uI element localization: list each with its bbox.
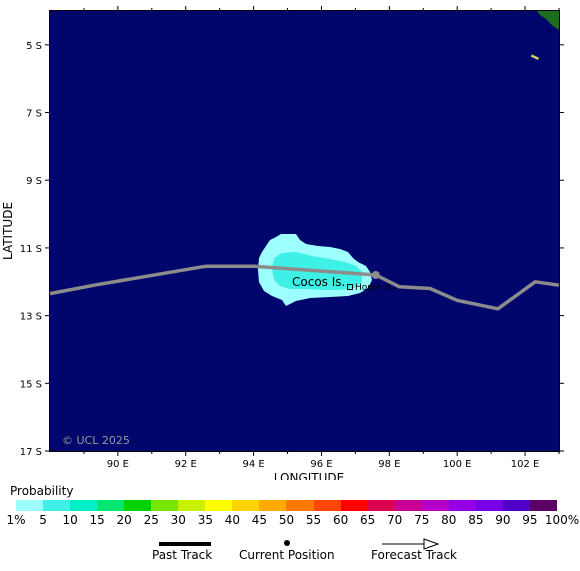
legend-scale-label: 65 (360, 513, 376, 527)
latitude-tick-label: 17 S (20, 447, 42, 458)
legend-color-cell (340, 500, 368, 511)
legend-color-cell (232, 500, 260, 511)
longitude-tick-label: 102 E (511, 459, 540, 470)
legend-scale-label: 80 (441, 513, 457, 527)
legend-scale-label: 50 (278, 513, 295, 527)
longitude-tick-label: 94 E (242, 459, 264, 470)
land-area (537, 11, 559, 30)
legend-scale-label: 35 (197, 513, 213, 527)
latitude-tick-label: 13 S (20, 312, 42, 323)
legend-scale-label: 60 (332, 513, 349, 527)
current-position-label: Current Position (239, 548, 335, 562)
current-position-marker (371, 271, 380, 279)
past-track-label: Past Track (152, 548, 213, 562)
legend-color-cell (97, 500, 125, 511)
latitude-axis-title: LATITUDE (1, 202, 15, 260)
legend-scale-label: 95 (522, 513, 538, 527)
latitude-tick-label: 9 S (26, 176, 42, 187)
legend-color-cell (421, 500, 449, 511)
legend-color-cell (259, 500, 287, 511)
legend-title: Probability (10, 484, 74, 498)
cocos-islands-label: Cocos Is. (292, 275, 345, 289)
legend-scale-label: 20 (116, 513, 132, 527)
legend-scale-label: 55 (305, 513, 322, 527)
legend-scale-label: 5 (39, 513, 47, 527)
legend-scale-label: 25 (143, 513, 159, 527)
legend-color-cell (16, 500, 44, 511)
legend-color-cell (70, 500, 98, 511)
legend-scale-label: 90 (495, 513, 511, 527)
longitude-tick-label: 98 E (378, 459, 400, 470)
legend-color-cell (367, 500, 395, 511)
longitude-tick-label: 92 E (175, 459, 197, 470)
legend-scale-label: 40 (224, 513, 241, 527)
longitude-tick-label: 90 E (107, 459, 129, 470)
latitude-tick-label: 15 S (20, 379, 42, 390)
longitude-tick-label: 96 E (310, 459, 332, 470)
probability-scale-labels: 1% 5 10 15 20 25 30 35 40 45 50 55 60 65 70 75 80 85 90 95 1… (0, 513, 580, 529)
legend-color-cell (43, 500, 71, 511)
storm-track (49, 264, 560, 311)
copyright-text: © UCL 2025 (62, 434, 130, 447)
legend-scale-label: 1% (6, 513, 26, 527)
legend-scale-label: 85 (468, 513, 484, 527)
current-position-key-icon (284, 540, 290, 546)
home-island-label: Home Is. (355, 283, 395, 293)
legend-color-cell (313, 500, 341, 511)
legend-color-cell (475, 500, 503, 511)
latitude-tick-label: 7 S (26, 109, 42, 120)
legend-scale-label: 30 (170, 513, 186, 527)
legend-scale-label: 15 (89, 513, 105, 527)
longitude-tick-label: 100 E (443, 459, 472, 470)
legend-color-cell (178, 500, 206, 511)
legend-scale-label: 75 (414, 513, 430, 527)
axis-ticks: 5 S 7 S 9 S 11 S 13 S 15 S 17 S 90 E 92 E 94 E 96 … (20, 6, 564, 470)
map-frame (49, 10, 560, 452)
legend-color-cell (394, 500, 422, 511)
legend-color-cell (448, 500, 476, 511)
legend-scale-label: 100% (544, 513, 580, 527)
latitude-tick-label: 11 S (20, 244, 42, 255)
longitude-axis-title: LONGITUDE (274, 471, 344, 480)
legend-color-cell (205, 500, 233, 511)
past-track-key-icon (159, 542, 211, 546)
legend-scale-label: 70 (387, 513, 403, 527)
legend-color-cell (151, 500, 179, 511)
home-island-marker (347, 284, 353, 290)
probability-map: 5 S 7 S 9 S 11 S 13 S 15 S 17 S 90 E 92 E 94 E 96 … (1, 6, 564, 480)
legend-color-cell (529, 500, 557, 511)
islet-marker (530, 54, 540, 61)
map-overlay: Cocos Is. Home Is. © UCL 2025 (49, 11, 560, 447)
legend-scale-label: 45 (251, 513, 268, 527)
probability-color-bar (16, 500, 557, 511)
forecast-track-label: Forecast Track (371, 548, 457, 562)
legend-scale-label: 10 (62, 513, 78, 527)
legend-color-cell (286, 500, 314, 511)
ocean-area (50, 11, 559, 451)
latitude-tick-label: 5 S (26, 41, 42, 52)
forecast-track-key-icon (382, 538, 440, 550)
legend-color-cell (502, 500, 530, 511)
legend-color-cell (124, 500, 152, 511)
